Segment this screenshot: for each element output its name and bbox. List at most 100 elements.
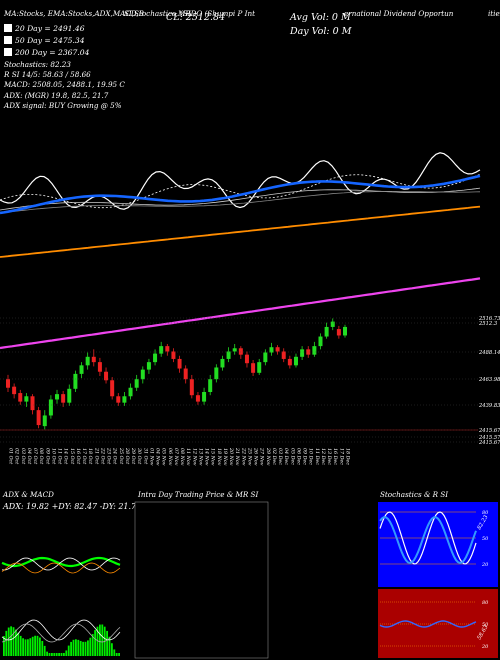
adx-panel [0,550,122,658]
macd-hist-bar [113,649,116,656]
candle-body [189,379,194,396]
date-tick-label: 25 Nov [246,447,252,466]
date-tick-label: 11 Nov [185,448,191,466]
stoch-tick-label: 50 [482,536,489,542]
date-tick-label: 21 Oct [93,447,99,464]
candle-body [312,346,317,355]
macd-hist-bar [89,637,92,656]
title-right: ernational Dividend Opportun [344,9,454,18]
macd-hist-bar [77,639,80,656]
date-tick-label: 05 Dec [289,448,295,465]
ma-gray-2 [0,191,481,214]
candle-body [251,363,256,373]
ma-50-label: 50 Day = 2475.34 [15,36,85,45]
price-line-white [0,152,481,210]
candle-body [318,336,323,347]
date-tick-label: 27 Nov [259,447,265,466]
date-tick-label: 02 Dec [271,448,277,465]
candle-body [257,362,262,373]
ma-50-swatch [4,36,12,44]
candle-body [42,415,47,427]
macd-hist-bar [72,639,75,656]
macd-hist-bar [99,624,101,656]
macd-hist-bar [60,653,63,656]
candle-body [226,351,231,359]
date-tick-label: 04 Oct [26,448,32,464]
candle-body [55,394,60,400]
macd-hist-bar [67,645,70,656]
macd-hist-bar [65,650,68,656]
date-tick-label: 09 Dec [302,448,308,465]
macd-hist-bar [29,638,32,656]
macd-hist-bar [63,653,65,656]
price-line-dotted [0,173,481,209]
candle-body [128,387,133,397]
candle-body [183,368,188,380]
date-tick-label: 02 Oct [14,448,20,464]
macd-hist-bar [36,635,39,656]
macd-hist-bar [106,630,108,656]
macd-hist-bar [96,626,99,656]
date-tick-label: 10 Oct [50,448,56,464]
candle-body [18,393,23,402]
macd-hist-bar [7,627,10,656]
date-tick-label: 08 Nov [179,448,185,466]
candle-body [73,373,78,389]
date-tick-label: 20 Nov [228,447,234,466]
date-tick-label: 09 Oct [44,448,50,464]
macd-hist-bar [24,639,27,656]
candle-body [306,349,311,355]
macd-hist-bar [75,639,77,656]
candle-body [110,380,115,397]
macd-hist-bar [70,641,72,656]
macd-hist-bar [15,629,17,656]
ema-50-line [0,205,481,258]
date-tick-label: 26 Nov [253,447,259,466]
price-tick-label: 2516.73 [478,316,500,322]
adx-macd-title: ADX & MACD [3,490,54,499]
intraday-panel [134,501,269,659]
macd-hist-bar [39,637,41,656]
macd-hist-bar [41,640,44,656]
candle-body [281,351,286,359]
price-tick-label: 2415.67 [478,440,500,446]
candle-body [104,371,109,381]
ma-legend-200: 200 Day = 2367.04 [4,48,89,57]
date-tick-label: 13 Dec [326,448,332,465]
price-tick-label: 2439.83 [478,403,500,409]
macd-hist-bar [22,638,24,656]
macd-hist-bar [84,641,87,656]
stochastics-stat: Stochastics: 82.23 [4,60,71,69]
macd-hist-bar [48,653,51,656]
close-label: CL: 2512.84 [166,12,226,23]
macd-hist-bar [55,653,58,656]
candle-body [336,329,341,336]
candle-body [91,356,96,363]
date-tick-label: 11 Dec [314,448,320,465]
date-tick-label: 29 Oct [130,447,136,464]
candle-body [343,326,347,336]
day-vol-label: Day Vol: 0 M [290,26,352,37]
date-tick-label: 18 Dec [345,448,351,465]
date-tick-label: 06 Dec [295,448,301,465]
candle-body [140,369,145,380]
candle-body [330,321,335,327]
macd-hist-bar [3,636,5,656]
stoch-tick-label: 20 [481,562,489,568]
candle-body [165,346,170,352]
macd-hist-bar [46,651,48,656]
candle-body [202,392,207,402]
date-tick-label: 06 Nov [167,448,173,466]
candle-body [153,353,158,363]
date-tick-label: 13 Nov [197,448,203,466]
candle-body [263,352,268,363]
stoch-title: Stochastics & R SI [380,490,449,499]
price-tick-label: 2415.67 [478,428,500,434]
avg-vol-label: Avg Vol: 0 M [290,12,351,23]
macd-hist-bar [94,630,96,656]
intraday-panel-box [134,501,269,659]
header-top-mid: SI,Stochastics,MR [124,9,191,18]
price-tick-label: 2463.98 [478,377,500,383]
